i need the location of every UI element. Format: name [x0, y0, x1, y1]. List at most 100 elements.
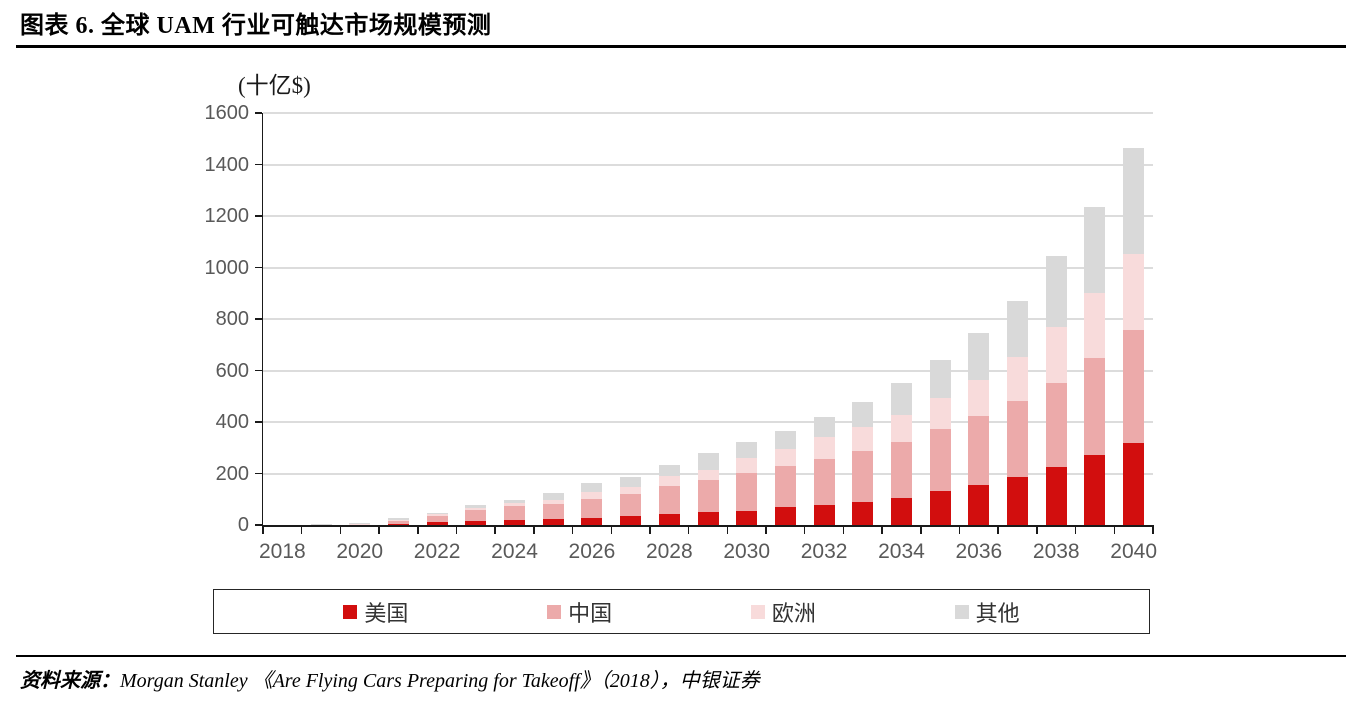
chart-legend: 美国 中国 欧洲 其他	[213, 589, 1150, 634]
bar-2034-segment-other	[890, 383, 912, 415]
bar-2025-segment-europe	[542, 500, 564, 505]
legend-item-us: 美国	[343, 596, 408, 628]
x-axis-label: 2038	[1032, 540, 1080, 563]
bar-2039-segment-china	[1084, 358, 1106, 455]
legend-label-china: 中国	[568, 600, 613, 626]
bar-2040-segment-china	[1123, 330, 1145, 443]
bar-2020-segment-other	[349, 523, 371, 524]
bar-2032-segment-europe	[813, 437, 835, 460]
x-axis-tick	[649, 525, 651, 534]
bar-2031-segment-us	[774, 507, 796, 525]
x-axis-label: 2022	[413, 540, 461, 563]
y-axis-tick	[255, 112, 262, 114]
x-axis-label: 2018	[258, 540, 306, 563]
bar-2024-segment-us	[504, 519, 526, 525]
x-axis-tick	[1113, 525, 1116, 534]
x-axis-label: 2034	[878, 540, 925, 563]
source-text: Morgan Stanley 《Are Flying Cars Preparin…	[120, 670, 760, 692]
y-axis-label: 1400	[204, 153, 250, 176]
legend-swatch-europe	[750, 604, 765, 619]
y-axis-tick	[255, 266, 262, 269]
x-axis-tick	[726, 525, 729, 534]
bar-2037-segment-europe	[1007, 356, 1029, 401]
bar-2021-segment-china	[387, 520, 409, 525]
bar-2035-segment-europe	[929, 398, 951, 429]
bar-2027-segment-other	[620, 476, 642, 487]
bar-2033-segment-china	[852, 450, 874, 502]
bar-2023-segment-china	[465, 510, 487, 522]
y-axis-tick	[255, 524, 262, 526]
bar-2022-segment-us	[426, 522, 448, 525]
bar-2028-segment-us	[658, 513, 680, 525]
x-axis-tick	[765, 525, 767, 534]
bar-2025-segment-us	[542, 518, 564, 525]
bar-2035-segment-other	[929, 359, 951, 399]
bar-2027-segment-china	[620, 494, 642, 516]
y-axis-tick	[255, 369, 262, 372]
bar-2024-segment-other	[504, 499, 526, 503]
x-axis-tick	[494, 525, 496, 534]
y-axis-tick	[255, 163, 262, 166]
legend-swatch-us	[343, 604, 358, 619]
y-axis-label: 400	[215, 411, 249, 433]
x-axis-tick	[842, 525, 845, 534]
bar-2038-segment-china	[1045, 383, 1067, 467]
legend-label-other: 其他	[975, 600, 1020, 626]
bar-2025-segment-china	[542, 504, 564, 519]
bar-2022-segment-europe	[426, 514, 448, 516]
bar-2025-segment-other	[542, 492, 564, 501]
bar-2033-segment-europe	[852, 427, 874, 451]
bar-2027-segment-europe	[620, 486, 642, 495]
bar-2036-segment-other	[968, 332, 990, 380]
bar-2032-segment-other	[813, 416, 835, 438]
legend-swatch-china	[547, 604, 562, 619]
x-axis-label: 2030	[723, 540, 771, 563]
x-axis-tick	[571, 525, 574, 534]
bar-2031-segment-china	[774, 466, 796, 508]
x-axis-label: 2040	[1110, 540, 1157, 563]
y-axis-tick	[255, 318, 262, 320]
y-axis-label: 200	[215, 462, 249, 485]
bar-2030-segment-us	[736, 510, 758, 525]
bar-2029-segment-other	[697, 452, 719, 470]
bar-2037-segment-china	[1007, 400, 1029, 477]
y-axis-tick	[255, 472, 262, 475]
bar-2023-segment-us	[465, 521, 487, 525]
bar-2027-segment-us	[620, 516, 642, 525]
gridline-1000	[263, 266, 1153, 269]
bar-2030-segment-china	[736, 473, 758, 511]
bar-2040-segment-other	[1123, 147, 1145, 255]
bar-2029-segment-us	[697, 512, 719, 525]
bar-2021-segment-europe	[387, 519, 409, 521]
bar-2036-segment-china	[968, 415, 990, 485]
legend-label-us: 美国	[364, 600, 409, 626]
bar-2040-segment-us	[1123, 442, 1145, 525]
x-axis-tick	[1074, 525, 1077, 534]
bar-2034-segment-china	[890, 441, 912, 498]
footer-divider	[16, 655, 1346, 657]
bar-2029-segment-china	[697, 479, 719, 513]
bar-2028-segment-europe	[658, 476, 680, 486]
legend-item-europe: 欧洲	[750, 596, 816, 628]
bar-2026-segment-europe	[581, 491, 603, 499]
x-axis-tick	[1152, 525, 1154, 534]
bar-2026-segment-other	[581, 483, 603, 492]
legend-label-europe: 欧洲	[771, 600, 816, 626]
x-axis-tick	[687, 525, 690, 534]
y-axis-tick	[255, 215, 262, 217]
gridline-400	[263, 421, 1153, 423]
bar-2035-segment-china	[929, 428, 951, 492]
x-axis-tick	[417, 525, 419, 534]
source-note: 资料来源：Morgan Stanley 《Are Flying Cars Pre…	[20, 664, 760, 693]
x-axis-label: 2026	[568, 540, 616, 563]
source-label: 资料来源：	[20, 670, 120, 692]
bar-2032-segment-us	[813, 504, 835, 525]
bar-2037-segment-us	[1007, 476, 1029, 525]
bar-2022-segment-other	[426, 512, 448, 515]
bar-2024-segment-china	[504, 506, 526, 520]
plot-area: 0 200 400 600 800 1000 1200 1400 1600 2018 2020 202…	[205, 102, 1158, 563]
bar-2026-segment-us	[581, 517, 603, 525]
bar-2034-segment-us	[890, 497, 912, 525]
legend-item-china: 中国	[547, 596, 612, 628]
